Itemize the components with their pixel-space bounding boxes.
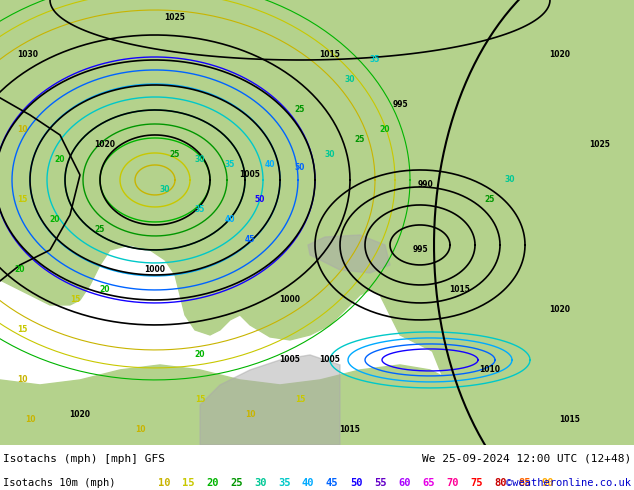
Text: 15: 15: [17, 196, 27, 204]
Text: 10: 10: [135, 425, 145, 435]
Text: 20: 20: [206, 478, 219, 488]
Text: 1030: 1030: [18, 50, 39, 59]
Text: 90: 90: [542, 478, 555, 488]
Text: 1020: 1020: [70, 411, 91, 419]
Text: 30: 30: [254, 478, 266, 488]
Text: 15: 15: [295, 395, 305, 404]
Text: 50: 50: [350, 478, 363, 488]
Text: 35: 35: [225, 160, 235, 170]
Text: 50: 50: [295, 164, 305, 172]
Text: 40: 40: [224, 216, 235, 224]
Text: 10: 10: [25, 416, 36, 424]
Text: 1015: 1015: [450, 286, 470, 294]
Text: 1020: 1020: [550, 50, 571, 59]
Text: 80: 80: [494, 478, 507, 488]
Text: 1010: 1010: [479, 366, 500, 374]
Text: 30: 30: [345, 75, 355, 84]
Text: ©weatheronline.co.uk: ©weatheronline.co.uk: [506, 478, 631, 488]
Text: 1000: 1000: [280, 295, 301, 304]
Text: 990: 990: [417, 180, 433, 190]
Text: 30: 30: [160, 186, 171, 195]
Text: 75: 75: [470, 478, 482, 488]
Text: 1015: 1015: [320, 50, 340, 59]
Polygon shape: [200, 355, 340, 445]
Text: 1025: 1025: [165, 14, 185, 23]
Text: 15: 15: [195, 395, 205, 404]
Text: 20: 20: [55, 155, 65, 165]
Text: 10: 10: [16, 125, 27, 134]
Text: 20: 20: [195, 350, 205, 360]
Text: 15: 15: [17, 325, 27, 335]
Text: 65: 65: [422, 478, 434, 488]
Text: 40: 40: [265, 160, 275, 170]
Text: 1005: 1005: [240, 171, 261, 179]
Text: 25: 25: [230, 478, 242, 488]
Text: Isotachs (mph) [mph] GFS: Isotachs (mph) [mph] GFS: [3, 454, 165, 464]
Text: 25: 25: [355, 135, 365, 145]
Text: 25: 25: [485, 196, 495, 204]
Text: 30: 30: [195, 155, 205, 165]
Polygon shape: [0, 365, 634, 445]
Text: 995: 995: [392, 100, 408, 109]
Text: Isotachs 10m (mph): Isotachs 10m (mph): [3, 478, 115, 488]
Text: 45: 45: [326, 478, 339, 488]
Text: 1025: 1025: [590, 141, 611, 149]
Polygon shape: [0, 0, 180, 95]
Text: 45: 45: [245, 236, 256, 245]
Text: 10: 10: [245, 411, 256, 419]
Text: 20: 20: [100, 286, 110, 294]
Text: 15: 15: [182, 478, 195, 488]
Text: 60: 60: [398, 478, 410, 488]
Text: 85: 85: [518, 478, 531, 488]
Text: 15: 15: [70, 295, 80, 304]
Text: 25: 25: [170, 150, 180, 159]
Text: 1015: 1015: [560, 416, 581, 424]
Text: 1015: 1015: [340, 425, 361, 435]
Text: 1020: 1020: [94, 141, 115, 149]
Text: 40: 40: [302, 478, 314, 488]
Text: We 25-09-2024 12:00 UTC (12+48): We 25-09-2024 12:00 UTC (12+48): [422, 454, 631, 464]
Text: 20: 20: [15, 266, 25, 274]
Text: 35: 35: [370, 55, 380, 65]
Text: 35: 35: [195, 205, 205, 215]
Text: 35: 35: [278, 478, 290, 488]
Polygon shape: [0, 0, 634, 360]
Text: 30: 30: [325, 150, 335, 159]
Text: 20: 20: [49, 216, 60, 224]
Text: 1005: 1005: [280, 355, 301, 365]
Polygon shape: [430, 0, 634, 445]
Text: 10: 10: [158, 478, 171, 488]
Text: 25: 25: [95, 225, 105, 234]
Text: 50: 50: [255, 196, 265, 204]
Polygon shape: [0, 0, 200, 195]
Polygon shape: [308, 235, 390, 273]
Text: 70: 70: [446, 478, 458, 488]
Text: 55: 55: [374, 478, 387, 488]
Text: 25: 25: [295, 105, 305, 115]
Text: 1000: 1000: [145, 266, 165, 274]
Text: 995: 995: [412, 245, 428, 254]
Text: 20: 20: [380, 125, 391, 134]
Text: 1020: 1020: [550, 305, 571, 315]
Text: 1005: 1005: [320, 355, 340, 365]
Text: 10: 10: [16, 375, 27, 385]
Polygon shape: [370, 30, 405, 55]
Text: 30: 30: [505, 175, 515, 184]
